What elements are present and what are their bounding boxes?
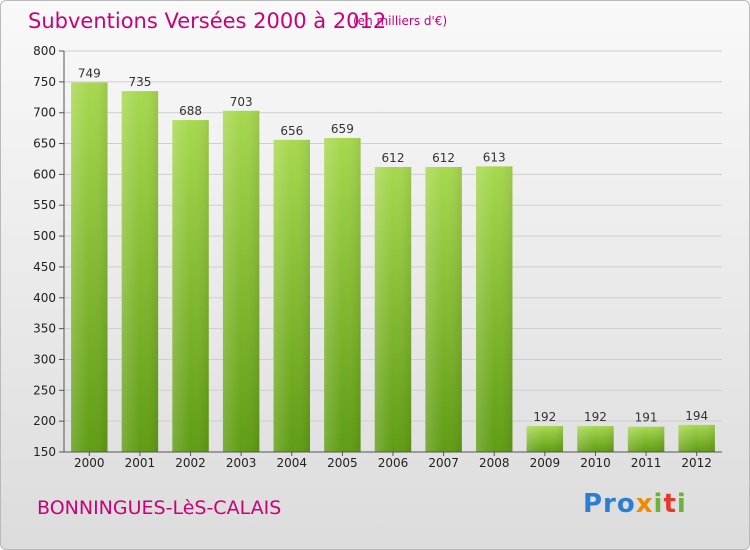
bar-shade xyxy=(71,82,108,452)
y-tick-label: 650 xyxy=(33,137,56,151)
y-tick-label: 200 xyxy=(33,414,56,428)
data-label: 613 xyxy=(483,150,506,164)
x-tick-label: 2000 xyxy=(74,456,105,470)
x-tick-label: 2008 xyxy=(479,456,510,470)
x-tick-label: 2002 xyxy=(175,456,206,470)
data-label: 612 xyxy=(382,151,405,165)
axes: 150 200 250 300 350 400 450 500 550 600 650 700 750 8… xyxy=(33,44,722,470)
y-tick-label: 150 xyxy=(33,445,56,459)
data-label: 192 xyxy=(533,410,556,424)
bar-shade xyxy=(222,110,260,452)
data-label: 656 xyxy=(280,124,303,138)
bar-shade xyxy=(577,426,614,452)
bar-shade xyxy=(121,91,159,452)
x-tick-label: 2009 xyxy=(530,456,561,470)
x-tick-label: 2001 xyxy=(125,456,156,470)
data-label: 749 xyxy=(78,66,101,80)
data-label: 688 xyxy=(179,104,202,118)
bar-shade xyxy=(526,426,564,452)
y-tick-label: 400 xyxy=(33,291,56,305)
y-tick-label: 350 xyxy=(33,322,56,336)
y-tick-label: 600 xyxy=(33,167,56,181)
data-label: 612 xyxy=(432,151,455,165)
bars-group: 749 735 688 703 656 659 612 612 613 192 192 191 194 xyxy=(71,66,715,453)
data-label: 659 xyxy=(331,122,354,136)
x-tick-label: 2004 xyxy=(276,456,307,470)
chart-title: Subventions Versées 2000 à 2012 xyxy=(28,9,387,33)
x-tick-label: 2010 xyxy=(580,456,611,470)
y-tick-label: 300 xyxy=(33,352,56,366)
y-tick-label: 800 xyxy=(33,44,56,58)
y-tick-label: 700 xyxy=(33,106,56,120)
bar-shade xyxy=(476,166,513,452)
x-tick-label: 2006 xyxy=(378,456,409,470)
proxiti-logo: Proxiti xyxy=(583,489,687,519)
commune-name: BONNINGUES-LèS-CALAIS xyxy=(37,497,282,519)
bar-shade xyxy=(374,166,412,452)
bar-shade xyxy=(273,139,310,453)
data-label: 194 xyxy=(685,409,708,423)
y-tick-label: 250 xyxy=(33,383,56,397)
data-label: 191 xyxy=(635,411,658,425)
data-label: 703 xyxy=(230,95,253,109)
y-tick-label: 450 xyxy=(33,260,56,274)
y-tick-label: 550 xyxy=(33,198,56,212)
data-label: 735 xyxy=(128,75,151,89)
bar-shade xyxy=(425,166,462,452)
unit-note: (en milliers d'€) xyxy=(353,14,448,28)
x-tick-label: 2003 xyxy=(226,456,257,470)
x-tick-label: 2012 xyxy=(681,456,712,470)
bar-shade xyxy=(678,424,715,452)
bar-shade xyxy=(324,137,361,453)
x-tick-label: 2005 xyxy=(327,456,358,470)
y-tick-label: 500 xyxy=(33,229,56,243)
bar-shade xyxy=(627,426,665,452)
bar-shade xyxy=(172,120,209,452)
y-tick-label: 750 xyxy=(33,75,56,89)
data-label: 192 xyxy=(584,410,607,424)
x-tick-label: 2011 xyxy=(631,456,662,470)
x-tick-label: 2007 xyxy=(428,456,459,470)
